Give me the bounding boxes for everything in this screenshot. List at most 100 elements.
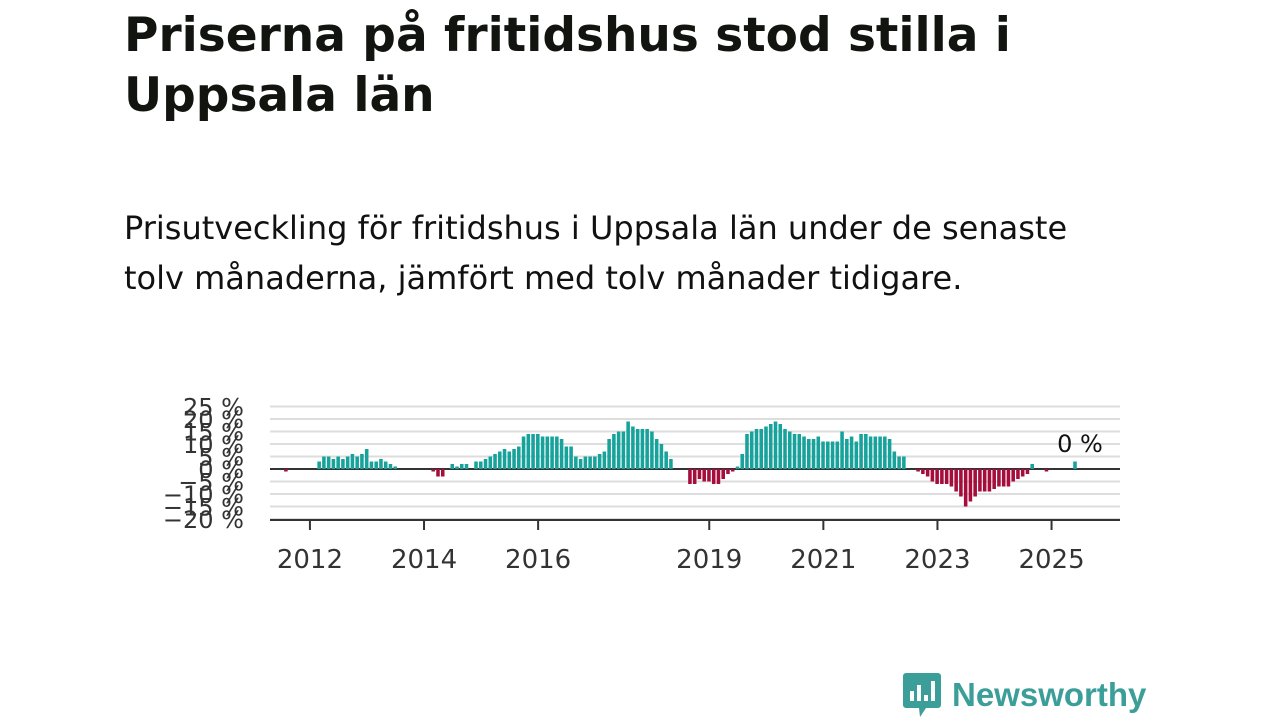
bar xyxy=(721,469,725,479)
bar xyxy=(559,439,564,469)
bar xyxy=(692,469,697,484)
bar xyxy=(1044,469,1049,472)
x-tick-label: 2025 xyxy=(1018,545,1084,575)
bar xyxy=(878,436,882,469)
bar xyxy=(459,464,464,469)
bar xyxy=(669,459,673,469)
bar xyxy=(483,459,488,469)
bar xyxy=(944,469,949,484)
bar xyxy=(1001,469,1006,487)
bar xyxy=(341,459,345,469)
bar xyxy=(431,469,436,472)
bar xyxy=(536,434,540,469)
bar xyxy=(574,456,578,469)
chart-subtitle: Prisutveckling för fritidshus i Uppsala … xyxy=(124,209,1068,297)
bar xyxy=(783,429,787,469)
bar xyxy=(792,434,797,469)
bar xyxy=(602,451,607,469)
bar xyxy=(925,469,930,477)
chart-title: Priserna på fritidshus stod stilla i Upp… xyxy=(124,8,1011,123)
bar xyxy=(759,429,764,469)
y-tick-label: −5 % xyxy=(178,469,244,497)
bar xyxy=(569,446,573,469)
bar xyxy=(859,434,863,469)
bar xyxy=(607,439,611,469)
bar xyxy=(826,441,830,469)
y-tick-label: 20 % xyxy=(183,406,244,434)
bar xyxy=(940,469,944,484)
bar xyxy=(973,469,977,497)
x-tick-label: 2021 xyxy=(790,545,856,575)
bar xyxy=(640,429,645,469)
bar xyxy=(326,456,331,469)
bars xyxy=(284,421,1077,507)
bar xyxy=(764,426,768,469)
bar xyxy=(455,466,459,469)
bar xyxy=(740,454,745,469)
bar xyxy=(336,456,340,469)
bar xyxy=(564,446,569,469)
bar xyxy=(1020,469,1025,477)
y-tick-label: 5 % xyxy=(198,444,244,472)
bar xyxy=(883,436,887,469)
bar xyxy=(849,436,854,469)
bar xyxy=(360,454,364,469)
bar xyxy=(754,429,759,469)
last-value-label: 0 % xyxy=(1057,430,1103,458)
bar xyxy=(517,446,521,469)
bar xyxy=(464,464,469,469)
bar xyxy=(963,469,968,507)
bar xyxy=(830,441,835,469)
bar xyxy=(474,461,478,469)
bar xyxy=(845,439,849,469)
bar-chart: −20 %−15 %−10 %−5 %0 %5 %10 %15 %20 %25 … xyxy=(163,394,1120,575)
bar xyxy=(493,454,497,469)
y-axis-labels: −20 %−15 %−10 %−5 %0 %5 %10 %15 %20 %25 … xyxy=(163,394,244,535)
bar xyxy=(626,421,630,469)
bar xyxy=(393,466,397,469)
gridlines xyxy=(270,405,1120,520)
bar xyxy=(350,454,355,469)
bar xyxy=(631,426,635,469)
bar xyxy=(488,456,493,469)
bar xyxy=(768,424,773,469)
bar xyxy=(369,461,374,469)
bar xyxy=(317,461,321,469)
bar xyxy=(897,456,901,469)
bar xyxy=(968,469,973,502)
bar xyxy=(802,436,806,469)
bar xyxy=(583,456,588,469)
bar xyxy=(521,436,526,469)
bar xyxy=(588,456,592,469)
newsworthy-chart-bubble-icon xyxy=(903,673,941,717)
bar xyxy=(702,469,706,482)
bar xyxy=(659,444,664,469)
bar xyxy=(987,469,992,492)
x-tick-label: 2023 xyxy=(904,545,970,575)
bar xyxy=(778,424,783,469)
y-tick-label: −15 % xyxy=(163,494,244,522)
bar xyxy=(688,469,692,484)
bar xyxy=(887,439,892,469)
bar xyxy=(854,441,859,469)
y-tick-label: −20 % xyxy=(163,506,244,534)
bar xyxy=(578,459,583,469)
bar xyxy=(868,436,873,469)
bar xyxy=(322,456,326,469)
bar xyxy=(864,434,868,469)
bar xyxy=(697,469,702,479)
x-tick-label: 2016 xyxy=(505,545,571,575)
bar xyxy=(797,434,802,469)
y-tick-label: 10 % xyxy=(183,431,244,459)
bar xyxy=(593,456,597,469)
y-tick-label: −10 % xyxy=(163,481,244,509)
y-tick-label: 25 % xyxy=(183,394,244,422)
bar xyxy=(978,469,982,492)
bar xyxy=(383,461,388,469)
bar xyxy=(555,436,559,469)
bar xyxy=(1011,469,1015,482)
bar xyxy=(450,464,455,469)
bar xyxy=(364,449,369,469)
bar xyxy=(811,439,816,469)
bar xyxy=(982,469,987,492)
